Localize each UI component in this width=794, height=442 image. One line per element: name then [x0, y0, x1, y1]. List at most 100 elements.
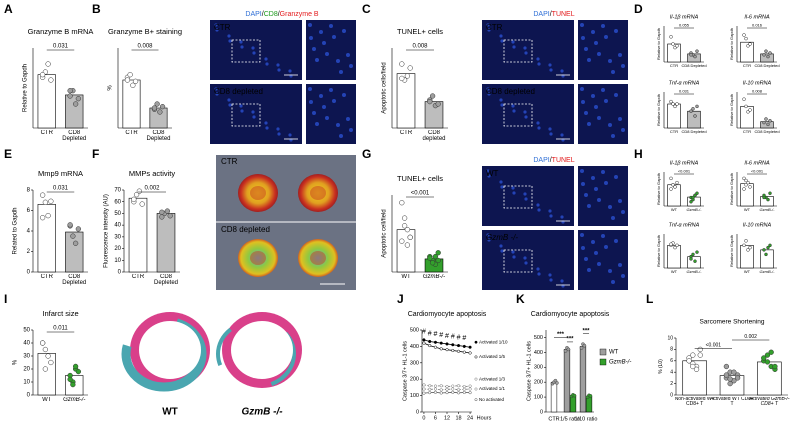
data-point	[761, 355, 767, 361]
nucleus	[511, 250, 515, 254]
nucleus	[251, 110, 255, 114]
header-part: Granzyme B	[280, 11, 319, 18]
data-point	[39, 215, 46, 221]
nucleus	[587, 122, 591, 126]
category-label: WT	[743, 270, 751, 274]
data-point	[566, 347, 571, 352]
category-label: CTR	[669, 130, 679, 134]
p-value: <0.001	[678, 168, 691, 173]
nucleus	[487, 238, 491, 242]
nucleus	[511, 40, 515, 44]
nucleus	[618, 199, 622, 203]
nucleus	[309, 36, 313, 40]
data-point	[432, 253, 439, 260]
nucleus	[325, 52, 329, 56]
panel-title: Il-6 mRNA	[744, 160, 770, 166]
image-label: CTR	[221, 157, 238, 166]
panel-title: Infarct size	[42, 309, 78, 318]
data-point	[686, 358, 692, 364]
micrograph	[482, 84, 574, 144]
series-marker	[462, 387, 466, 391]
series-marker	[456, 391, 461, 395]
series-marker	[445, 342, 449, 346]
x-tick-label: 18	[455, 415, 461, 421]
y-axis-label: Relative to Gapdh	[729, 235, 734, 267]
nucleus	[500, 39, 504, 43]
category-label: CD8 Depleted	[754, 130, 780, 134]
nucleus	[214, 87, 218, 91]
y-axis-label: Fluorescence intensity (AU)	[103, 194, 109, 268]
panel-title: Sarcomere Shortening	[699, 319, 764, 326]
panel-title: Il-10 mRNA	[743, 80, 772, 86]
panel-title: Il-1β mRNA	[670, 14, 699, 20]
bar	[682, 360, 707, 396]
nucleus	[342, 93, 346, 97]
nucleus	[309, 100, 313, 104]
nucleus	[277, 68, 281, 72]
data-point	[399, 200, 405, 206]
nucleus	[319, 30, 323, 34]
y-tick-label: 40	[114, 223, 121, 229]
bar	[65, 231, 84, 273]
data-point	[404, 73, 411, 79]
micrograph	[210, 20, 302, 80]
y-tick-label: 2	[27, 249, 31, 255]
lumen	[139, 321, 201, 379]
nucleus	[265, 126, 269, 130]
panel-title: Tnf-α mRNA	[669, 222, 700, 228]
data-point	[579, 346, 584, 350]
nucleus	[580, 23, 584, 27]
category-label-box: CTR	[125, 130, 137, 136]
nucleus	[288, 69, 292, 73]
nucleus	[252, 115, 256, 119]
data-point	[731, 369, 737, 375]
data-point	[127, 72, 133, 78]
nucleus	[251, 46, 255, 50]
nucleus	[276, 127, 280, 131]
y-tick-label: 10	[23, 380, 30, 386]
category-label: Activated GzmB-/- CD8+ T	[749, 397, 790, 408]
nucleus	[594, 187, 598, 191]
category-label-box: Activated GzmB-/- CD8+ T	[749, 397, 790, 408]
y-tick-label: 60	[114, 199, 121, 205]
nucleus	[537, 126, 541, 130]
y-tick-label: 30	[23, 354, 30, 360]
data-point	[746, 248, 750, 252]
nucleus	[581, 182, 585, 186]
p-value: <0.001	[706, 343, 722, 349]
category-label: CTR	[742, 64, 752, 68]
category-label-box: WT	[42, 397, 51, 403]
lumen	[310, 251, 326, 265]
p-value: 0.002	[744, 334, 757, 340]
category-label-box: GzmB-/-	[423, 274, 445, 280]
nucleus	[332, 99, 336, 103]
nucleus	[500, 249, 504, 253]
nucleus	[308, 23, 312, 27]
panel-letter: H	[634, 147, 643, 161]
series-marker	[428, 387, 432, 391]
data-point	[72, 240, 79, 246]
nucleus	[580, 169, 584, 173]
bar	[149, 107, 168, 129]
nucleus	[277, 132, 281, 136]
nucleus	[608, 59, 612, 63]
image-label: CD8 depleted	[221, 225, 270, 234]
data-point	[154, 101, 160, 107]
series-marker	[428, 384, 432, 388]
data-point	[693, 193, 697, 198]
nucleus	[500, 103, 504, 107]
data-point	[555, 381, 559, 385]
category-label-box: Activated WT CD8+ T	[710, 397, 754, 407]
legend-marker	[474, 340, 478, 344]
data-point	[723, 372, 730, 378]
data-point	[742, 176, 746, 181]
nucleus	[594, 105, 598, 109]
nucleus	[601, 24, 605, 28]
panel-title: Mmp9 mRNA	[38, 169, 83, 178]
series-marker	[433, 390, 438, 394]
data-point	[404, 242, 411, 248]
category-label: WT	[743, 208, 751, 212]
data-point	[42, 199, 49, 205]
panel-letter: G	[362, 147, 371, 161]
nucleus	[511, 104, 515, 108]
